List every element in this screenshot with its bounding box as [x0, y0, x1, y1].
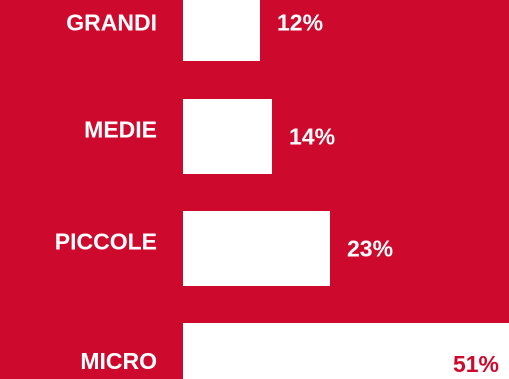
- bar-grandi: [183, 0, 260, 61]
- bar-micro: [183, 323, 509, 379]
- category-label-piccole: PICCOLE: [55, 229, 157, 255]
- chart-marks: GRANDI 12% MEDIE 14% PICCOLE 23% MICRO 51%: [55, 0, 509, 379]
- value-label-piccole: 23%: [347, 236, 393, 262]
- bar-medie: [183, 99, 272, 174]
- value-label-micro: 51%: [453, 351, 499, 377]
- category-label-medie: MEDIE: [84, 117, 157, 143]
- value-label-grandi: 12%: [277, 10, 323, 36]
- category-label-grandi: GRANDI: [66, 10, 157, 36]
- category-label-micro: MICRO: [80, 348, 157, 374]
- bar-piccole: [183, 211, 330, 286]
- value-label-medie: 14%: [289, 124, 335, 150]
